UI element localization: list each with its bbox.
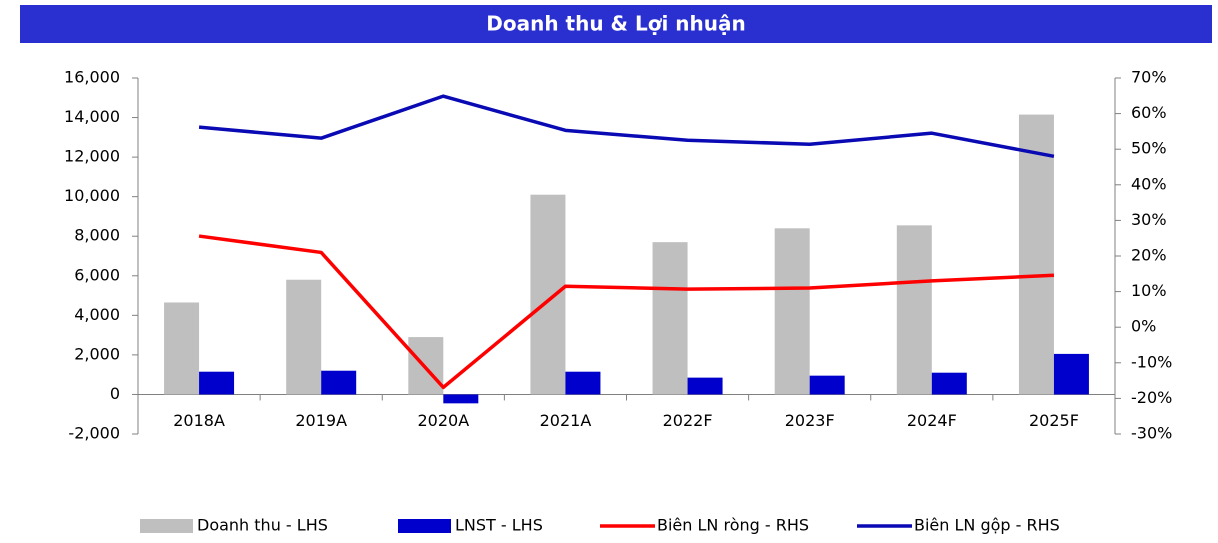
line bbox=[198, 94, 1055, 159]
y2-tick-label: -30% bbox=[1131, 424, 1172, 443]
y-tick-label: 14,000 bbox=[64, 107, 120, 126]
line bbox=[198, 234, 1055, 390]
bar bbox=[652, 242, 688, 395]
y2-tick-label: 50% bbox=[1131, 139, 1167, 158]
bar bbox=[164, 302, 200, 395]
legend-label: Biên LN ròng - RHS bbox=[657, 516, 809, 535]
bar bbox=[530, 194, 566, 395]
y2-tick-label: 60% bbox=[1131, 103, 1167, 122]
legend-label: LNST - LHS bbox=[455, 516, 543, 535]
y2-tick-label: 40% bbox=[1131, 174, 1167, 193]
title-bar bbox=[20, 5, 1212, 43]
x-tick-label: 2023F bbox=[785, 411, 835, 430]
x-tick-label: 2025F bbox=[1029, 411, 1079, 430]
y-tick-label: 12,000 bbox=[64, 147, 120, 166]
x-tick-label: 2019A bbox=[295, 411, 347, 430]
y2-tick-label: 20% bbox=[1131, 246, 1167, 265]
y-tick-label: 4,000 bbox=[74, 305, 120, 324]
y2-tick-label: -10% bbox=[1131, 352, 1172, 371]
legend-swatch bbox=[140, 519, 193, 533]
bar bbox=[443, 394, 479, 404]
x-tick-label: 2024F bbox=[907, 411, 957, 430]
bar bbox=[321, 370, 357, 395]
y-tick-label: 2,000 bbox=[74, 344, 120, 363]
y2-tick-label: 70% bbox=[1131, 68, 1167, 87]
legend-label: Doanh thu - LHS bbox=[197, 516, 328, 535]
bar bbox=[687, 377, 723, 395]
x-tick-label: 2021A bbox=[540, 411, 592, 430]
bar bbox=[1053, 353, 1089, 395]
y-tick-label: -2,000 bbox=[68, 424, 120, 443]
y2-tick-label: 10% bbox=[1131, 281, 1167, 300]
y2-tick-label: -20% bbox=[1131, 388, 1172, 407]
chart-title: Doanh thu & Lợi nhuận bbox=[486, 12, 745, 36]
legend-swatch bbox=[398, 519, 451, 533]
y-tick-label: 0 bbox=[110, 384, 120, 403]
bar bbox=[809, 375, 845, 395]
y-tick-label: 6,000 bbox=[74, 265, 120, 284]
bar bbox=[565, 371, 601, 395]
x-tick-label: 2022F bbox=[663, 411, 713, 430]
y-tick-label: 8,000 bbox=[74, 226, 120, 245]
y2-tick-label: 0% bbox=[1131, 317, 1156, 336]
bar bbox=[199, 371, 235, 395]
bar bbox=[931, 372, 967, 395]
bar bbox=[1018, 114, 1054, 395]
x-tick-label: 2018A bbox=[173, 411, 225, 430]
bar bbox=[286, 279, 322, 395]
y2-tick-label: 30% bbox=[1131, 210, 1167, 229]
legend-label: Biên LN gộp - RHS bbox=[914, 516, 1060, 535]
x-tick-label: 2020A bbox=[417, 411, 469, 430]
bar bbox=[896, 225, 932, 395]
y-tick-label: 16,000 bbox=[64, 68, 120, 87]
y-tick-label: 10,000 bbox=[64, 186, 120, 205]
bar bbox=[774, 228, 810, 395]
